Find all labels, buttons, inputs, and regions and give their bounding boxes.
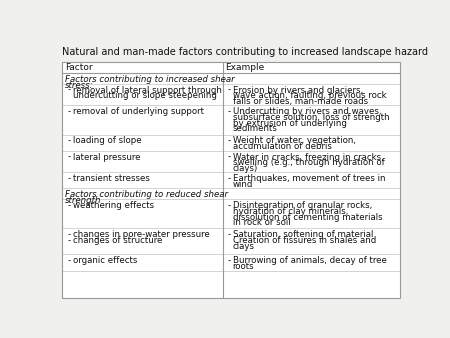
Text: wave action, faulting, previous rock: wave action, faulting, previous rock: [233, 91, 386, 100]
Text: Undercutting by rivers and waves,: Undercutting by rivers and waves,: [233, 107, 381, 116]
Text: -: -: [67, 236, 70, 245]
Text: Erosion by rivers and glaciers,: Erosion by rivers and glaciers,: [233, 86, 363, 95]
Text: loading of slope: loading of slope: [72, 137, 141, 145]
Text: Factor: Factor: [65, 63, 92, 72]
Text: swelling (e.g., through hydration of: swelling (e.g., through hydration of: [233, 159, 384, 167]
Text: changes in pore-water pressure: changes in pore-water pressure: [72, 231, 209, 239]
Text: transient stresses: transient stresses: [72, 174, 149, 183]
Text: Weight of water, vegetation,: Weight of water, vegetation,: [233, 137, 356, 145]
Text: hydration of clay minerals,: hydration of clay minerals,: [233, 207, 348, 216]
Text: Burrowing of animals, decay of tree: Burrowing of animals, decay of tree: [233, 256, 387, 265]
Text: -: -: [67, 137, 70, 145]
Text: in rock or soil: in rock or soil: [233, 218, 290, 227]
Text: -: -: [67, 107, 70, 116]
Text: changes of structure: changes of structure: [72, 236, 162, 245]
Text: removal of underlying support: removal of underlying support: [72, 107, 203, 116]
Text: stress:: stress:: [65, 80, 93, 90]
Text: accumulation of debris: accumulation of debris: [233, 142, 332, 151]
Text: roots: roots: [233, 262, 254, 270]
Text: -: -: [227, 107, 230, 116]
Text: Factors contributing to reduced shear: Factors contributing to reduced shear: [65, 190, 228, 199]
Text: -: -: [227, 86, 230, 95]
Text: Water in cracks, freezing in cracks,: Water in cracks, freezing in cracks,: [233, 152, 383, 162]
Text: sediments: sediments: [233, 124, 278, 134]
Text: -: -: [227, 256, 230, 265]
Text: -: -: [227, 137, 230, 145]
Text: -: -: [67, 152, 70, 162]
Text: -: -: [67, 231, 70, 239]
Text: -: -: [67, 201, 70, 210]
Text: lateral pressure: lateral pressure: [72, 152, 140, 162]
Text: organic effects: organic effects: [72, 256, 137, 265]
Text: -: -: [227, 174, 230, 183]
Text: clays: clays: [233, 242, 255, 251]
Text: -: -: [67, 174, 70, 183]
Text: falls or slides, man-made roads: falls or slides, man-made roads: [233, 97, 368, 106]
Text: Disintegration of granular rocks,: Disintegration of granular rocks,: [233, 201, 372, 210]
Text: Earthquakes, movement of trees in: Earthquakes, movement of trees in: [233, 174, 385, 183]
Text: -: -: [227, 231, 230, 239]
Text: -: -: [67, 86, 70, 95]
Text: subsurface solution, loss of strength: subsurface solution, loss of strength: [233, 113, 389, 122]
Text: Creation of fissures in shales and: Creation of fissures in shales and: [233, 236, 376, 245]
Text: clays): clays): [233, 164, 258, 173]
Text: strength: strength: [65, 196, 101, 205]
Text: dissolution of cementing materials: dissolution of cementing materials: [233, 213, 382, 222]
Text: removal of lateral support through: removal of lateral support through: [72, 86, 221, 95]
Text: by extrusion of underlying: by extrusion of underlying: [233, 119, 346, 128]
Text: Example: Example: [225, 63, 264, 72]
Text: Saturation, softening of material: Saturation, softening of material: [233, 231, 373, 239]
Text: Factors contributing to increased shear: Factors contributing to increased shear: [65, 75, 234, 84]
Text: wind: wind: [233, 180, 253, 189]
Text: weathering effects: weathering effects: [72, 201, 153, 210]
Text: undercutting or slope steepening: undercutting or slope steepening: [72, 91, 216, 100]
Text: -: -: [227, 201, 230, 210]
Text: -: -: [67, 256, 70, 265]
Text: -: -: [227, 152, 230, 162]
Text: Natural and man-made factors contributing to increased landscape hazard: Natural and man-made factors contributin…: [63, 47, 428, 57]
